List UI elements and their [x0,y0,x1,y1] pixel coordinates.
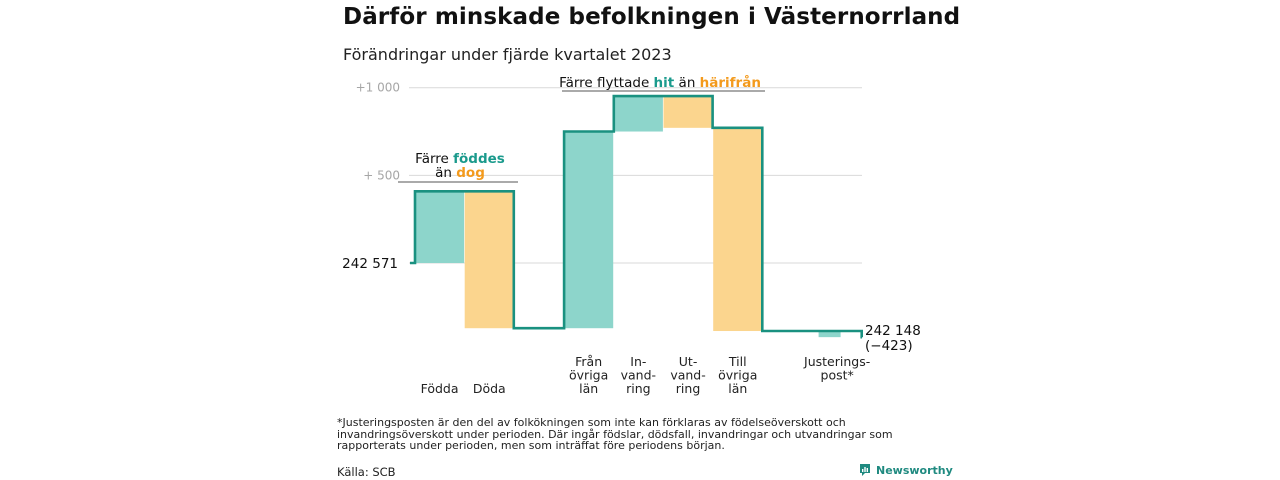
start-value-label: 242 571 [342,256,398,272]
bar-7 [818,331,841,338]
bar-2 [464,191,514,329]
footnote: *Justeringsposten är den del av folkökni… [337,416,893,452]
annotation-moved-here-vs-away: Färre flyttade hit än härifrån [559,74,761,91]
category-label: In- [630,354,646,369]
category-label: Till [728,354,747,369]
category-label: ring [676,381,700,396]
category-label: Justerings- [803,354,870,369]
category-label: län [579,381,598,396]
brand-name: Newsworthy [876,463,953,477]
bar-4 [613,96,663,132]
y-tick-label: +1 000 [356,81,400,95]
category-label: Döda [473,381,506,396]
newsworthy-logo-icon [860,464,870,476]
category-label: vand- [621,368,656,383]
annotation-born-vs-died-line2: än dog [435,165,485,181]
category-label: län [728,381,747,396]
category-label: övriga [569,368,608,383]
category-label: post* [821,368,854,383]
bar-3 [564,131,614,329]
bar-1 [415,191,465,263]
category-label: Födda [421,381,459,396]
category-label: vand- [670,368,705,383]
cumulative-step-line [410,94,863,339]
chart-title: Därför minskade befolkningen i Västernor… [343,4,961,30]
category-label: övriga [718,368,757,383]
chart-subtitle: Förändringar under fjärde kvartalet 2023 [343,45,672,64]
category-label: ring [626,381,650,396]
end-value-label: 242 148 [865,323,921,339]
bar-6 [713,127,763,332]
brand-logo: Newsworthy [859,463,953,477]
waterfall-chart: +1 000 + 500 242 571 242 148(−423) Födda Döda… [342,74,921,396]
source: Källa: SCB [337,465,396,479]
end-change-label: (−423) [865,338,913,354]
category-label: Ut- [679,354,698,369]
y-tick-label: + 500 [363,168,400,182]
bar-5 [663,96,713,128]
category-label: Från [575,354,602,369]
annotation-born-vs-died: Färre föddes [415,151,505,167]
